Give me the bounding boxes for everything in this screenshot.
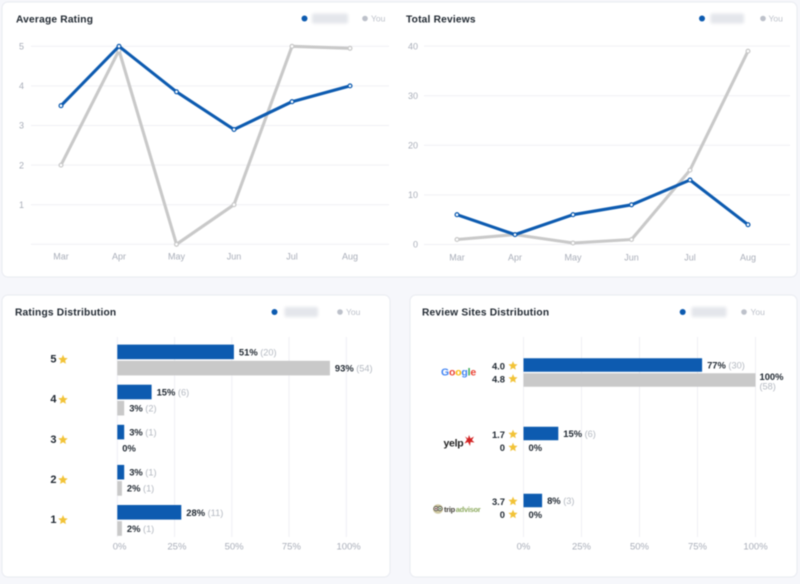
svg-text:1: 1 [19,200,24,210]
svg-text:You: You [769,14,784,24]
svg-text:Apr: Apr [112,252,126,262]
svg-text:2: 2 [50,474,56,486]
svg-text:You: You [346,307,361,317]
svg-text:0%: 0% [122,443,136,454]
svg-text:2% (1): 2% (1) [127,483,154,494]
svg-text:Average Rating: Average Rating [16,15,93,26]
svg-text:Apr: Apr [508,253,522,263]
svg-text:2: 2 [19,160,24,170]
svg-text:50%: 50% [630,542,650,553]
svg-text:10: 10 [408,190,418,200]
svg-text:1: 1 [50,514,56,526]
svg-text:Mar: Mar [53,252,69,262]
svg-text:0: 0 [413,240,418,250]
svg-text:May: May [564,253,582,263]
svg-text:75%: 75% [688,542,708,553]
svg-text:3% (1): 3% (1) [129,427,156,438]
svg-text:20: 20 [408,141,418,151]
svg-text:93% (54): 93% (54) [335,362,373,373]
svg-text:0%: 0% [113,542,127,553]
svg-text:You: You [751,307,766,317]
svg-text:Review Sites Distribution: Review Sites Distribution [422,308,549,319]
svg-text:25%: 25% [572,542,592,553]
svg-text:0%: 0% [529,509,543,520]
svg-text:3.7: 3.7 [492,496,505,507]
svg-text:Jul: Jul [286,252,298,262]
svg-text:(58): (58) [760,382,776,392]
svg-text:5: 5 [19,42,24,52]
svg-text:May: May [168,252,186,262]
svg-text:100%: 100% [760,371,785,382]
svg-text:yelp: yelp [444,438,464,450]
svg-text:77% (30): 77% (30) [707,360,745,371]
svg-text:Jul: Jul [684,253,696,263]
svg-text:Jun: Jun [227,252,242,262]
svg-text:15% (6): 15% (6) [157,387,190,398]
svg-text:Ratings Distribution: Ratings Distribution [15,308,116,319]
svg-text:4.0: 4.0 [492,360,505,371]
svg-text:4.8: 4.8 [492,374,505,385]
svg-text:75%: 75% [282,542,302,553]
svg-text:3: 3 [19,121,24,131]
svg-text:Aug: Aug [342,252,358,262]
svg-text:28% (11): 28% (11) [186,507,223,518]
svg-text:0%: 0% [529,442,543,453]
svg-text:100%: 100% [743,542,768,553]
svg-text:40: 40 [408,41,418,51]
svg-text:25%: 25% [167,542,187,553]
svg-text:100%: 100% [336,542,361,553]
svg-text:Aug: Aug [740,253,756,263]
svg-text:3: 3 [50,434,56,446]
svg-text:Jun: Jun [624,253,639,263]
svg-text:51% (20): 51% (20) [239,346,277,357]
svg-text:You: You [371,14,386,24]
svg-text:0: 0 [500,509,505,520]
svg-text:30: 30 [408,91,418,101]
svg-text:Total Reviews: Total Reviews [406,15,476,26]
svg-text:4: 4 [19,81,24,91]
svg-text:3% (1): 3% (1) [129,467,156,478]
svg-text:2% (1): 2% (1) [127,523,154,534]
svg-text:advisor: advisor [456,505,481,514]
svg-text:5: 5 [50,354,56,366]
svg-text:1.7: 1.7 [492,429,505,440]
svg-text:50%: 50% [225,542,245,553]
svg-text:0%: 0% [517,542,531,553]
svg-text:8% (3): 8% (3) [547,495,574,506]
svg-text:15% (6): 15% (6) [563,428,596,439]
svg-text:0: 0 [500,442,505,453]
svg-text:3% (2): 3% (2) [129,403,156,414]
svg-text:Mar: Mar [449,253,465,263]
svg-text:Google: Google [441,367,476,379]
svg-text:4: 4 [50,394,57,406]
svg-text:trip: trip [444,505,456,514]
